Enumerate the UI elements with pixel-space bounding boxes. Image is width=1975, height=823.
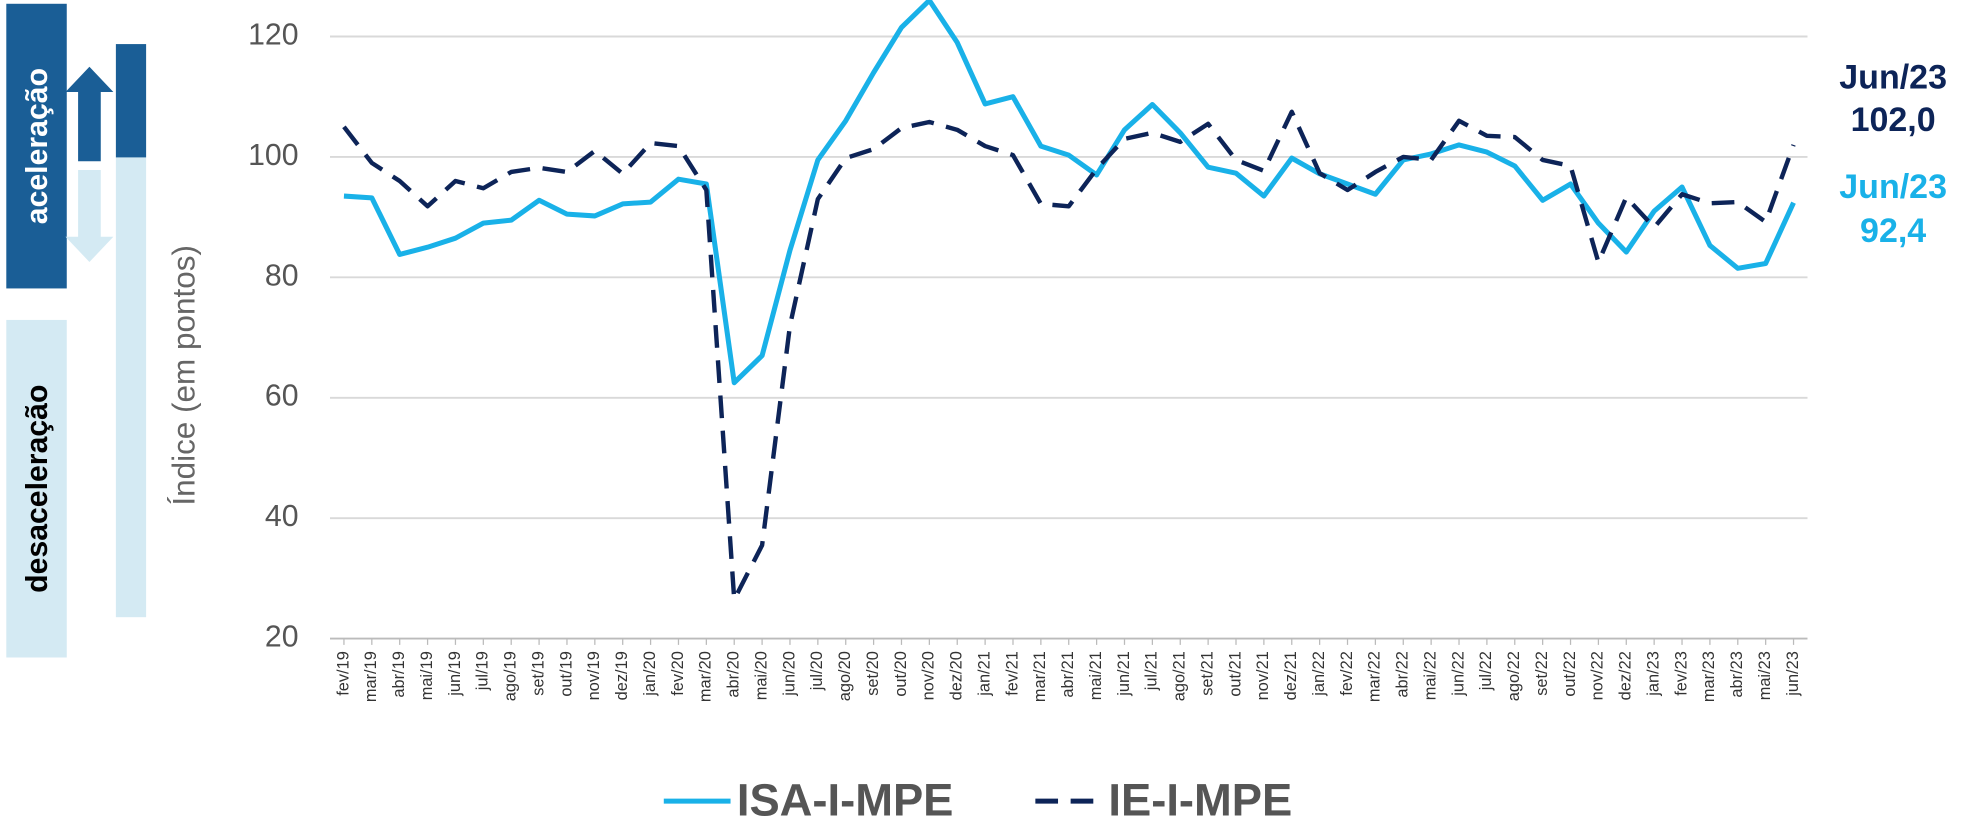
x-tick-label: out/20 — [892, 651, 910, 696]
x-tick-label: jan/23 — [1644, 651, 1662, 697]
x-tick-label: dez/20 — [948, 651, 966, 700]
x-tick-label: ago/20 — [836, 651, 854, 701]
x-tick-label: mai/20 — [752, 651, 770, 700]
x-tick-label: jun/22 — [1449, 651, 1467, 697]
x-tick-label: mar/23 — [1700, 651, 1718, 702]
down-arrow — [65, 170, 114, 262]
x-tick-label: jul/22 — [1477, 651, 1495, 691]
x-tick-label: set/21 — [1198, 651, 1216, 696]
y-tick-label: 100 — [248, 139, 298, 172]
x-tick-label: nov/22 — [1589, 651, 1607, 700]
x-tick-label: mai/23 — [1756, 651, 1774, 700]
x-tick-label: dez/21 — [1282, 651, 1300, 700]
y-tick-label: 20 — [265, 621, 299, 654]
side-label: aceleração — [21, 68, 54, 224]
x-tick-label: abr/21 — [1059, 651, 1077, 697]
x-tick-label: nov/20 — [920, 651, 938, 700]
x-tick-label: fev/20 — [669, 651, 687, 696]
x-tick-label: jan/22 — [1310, 651, 1328, 697]
x-tick-label: abr/20 — [725, 651, 743, 697]
annotation: Jun/23 — [1839, 168, 1947, 206]
acceleration-bar — [115, 44, 147, 158]
x-tick-label: out/19 — [557, 651, 575, 696]
y-tick-label: 80 — [265, 259, 299, 292]
x-tick-label: jul/19 — [474, 651, 492, 691]
x-tick-label: mar/20 — [697, 651, 715, 702]
x-tick-label: mar/21 — [1031, 651, 1049, 702]
annotation: Jun/23 — [1839, 58, 1947, 96]
x-tick-label: jun/23 — [1784, 651, 1802, 697]
deceleration-box — [6, 319, 67, 658]
x-tick-label: abr/19 — [390, 651, 408, 697]
y-tick-label: 40 — [265, 500, 299, 533]
x-tick-label: mai/22 — [1421, 651, 1439, 700]
x-tick-label: nov/21 — [1254, 651, 1272, 700]
x-tick-label: mai/19 — [418, 651, 436, 700]
x-tick-label: jun/21 — [1115, 651, 1133, 697]
x-tick-label: jul/20 — [808, 651, 826, 691]
x-tick-label: abr/22 — [1394, 651, 1412, 697]
y-tick-label: 120 — [248, 18, 298, 51]
x-tick-label: ago/22 — [1505, 651, 1523, 701]
deceleration-bar — [115, 157, 147, 618]
x-tick-label: ago/19 — [502, 651, 520, 701]
series-line — [343, 0, 1796, 386]
side-label: desaceleração — [21, 385, 54, 593]
annotation: 92,4 — [1860, 212, 1926, 250]
y-axis-label: Índice (em pontos) — [167, 245, 202, 506]
x-tick-label: abr/23 — [1728, 651, 1746, 697]
x-tick-label: jan/20 — [641, 651, 659, 697]
x-tick-label: out/22 — [1561, 651, 1579, 696]
x-tick-label: set/20 — [864, 651, 882, 696]
annotation: 102,0 — [1851, 101, 1936, 139]
x-tick-label: dez/19 — [613, 651, 631, 700]
series-line — [342, 109, 1796, 602]
legend-label: ISA-I-MPE — [737, 775, 954, 823]
x-tick-label: nov/19 — [585, 651, 603, 700]
x-tick-label: fev/23 — [1672, 651, 1690, 696]
x-tick-label: jun/20 — [780, 651, 798, 697]
y-tick-label: 60 — [265, 380, 299, 413]
x-tick-label: set/22 — [1533, 651, 1551, 696]
x-tick-label: dez/22 — [1617, 651, 1635, 700]
x-tick-label: jul/21 — [1143, 651, 1161, 691]
x-tick-label: mar/19 — [362, 651, 380, 702]
x-tick-label: ago/21 — [1171, 651, 1189, 701]
x-tick-label: jun/19 — [446, 651, 464, 697]
legend-label: IE-I-MPE — [1108, 775, 1292, 823]
x-tick-label: mar/22 — [1366, 651, 1384, 702]
x-tick-label: out/21 — [1226, 651, 1244, 696]
x-tick-label: fev/22 — [1338, 651, 1356, 696]
x-tick-label: fev/21 — [1003, 651, 1021, 696]
x-tick-label: jan/21 — [975, 651, 993, 697]
acceleration-box — [6, 3, 67, 289]
x-tick-label: set/19 — [529, 651, 547, 696]
x-tick-label: mai/21 — [1087, 651, 1105, 700]
x-tick-label: fev/19 — [334, 651, 352, 696]
up-arrow — [65, 66, 114, 162]
